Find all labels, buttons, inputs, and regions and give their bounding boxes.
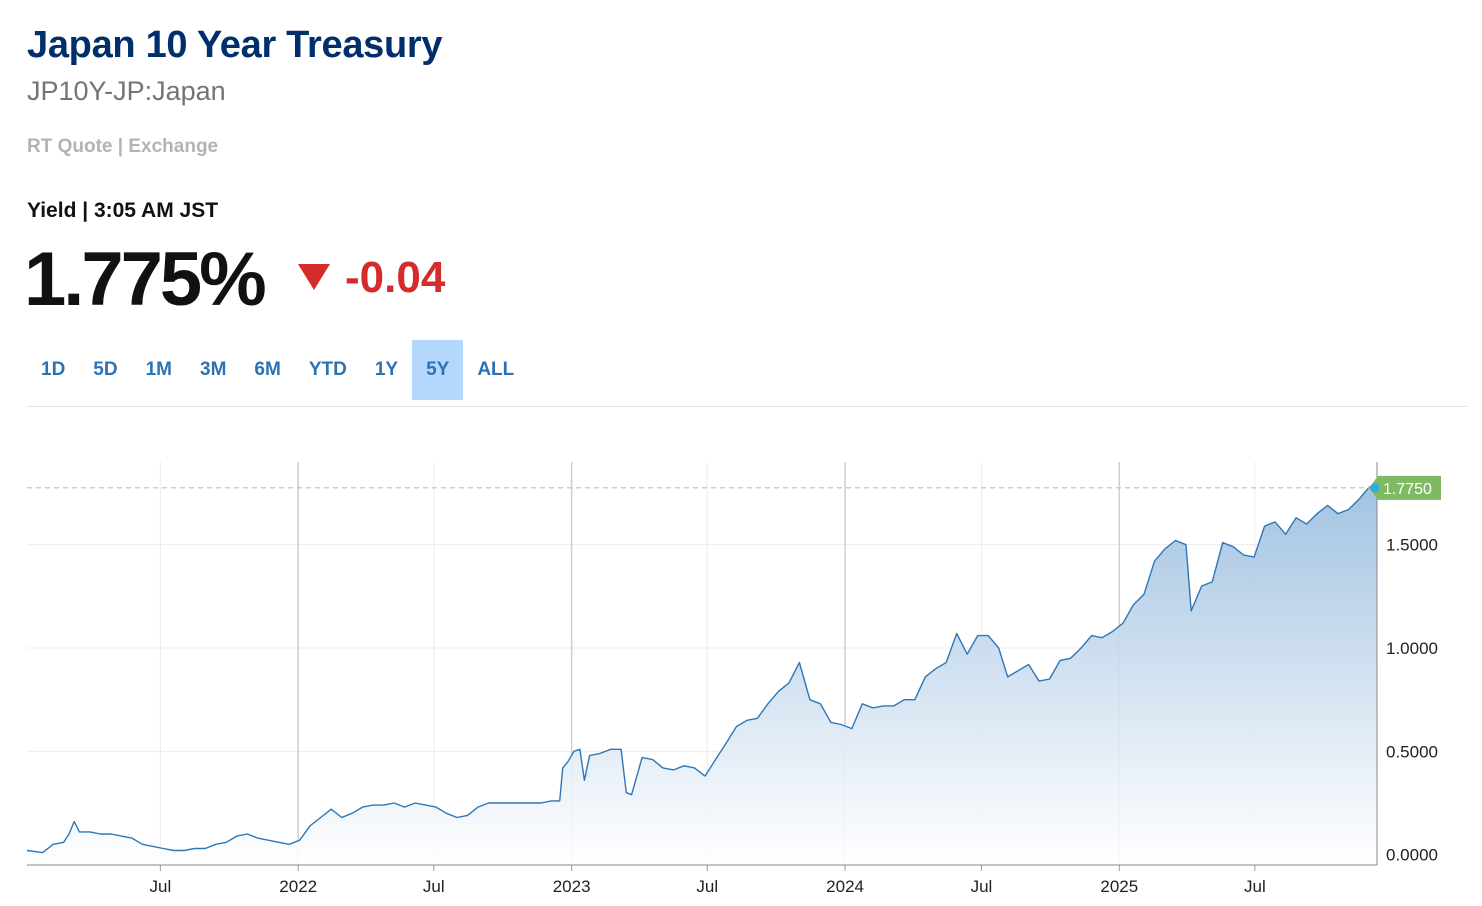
last-value-badge (1369, 475, 1441, 500)
range-button-6m[interactable]: 6M (254, 359, 281, 380)
x-tick-label: Jul (696, 877, 718, 896)
page-title: Japan 10 Year Treasury (27, 24, 443, 66)
range-button-5y[interactable]: 5Y (412, 340, 464, 400)
quote-source: RT Quote | Exchange (27, 136, 219, 157)
last-price: 1.775% (24, 237, 267, 322)
range-selector: 1D 5D 1M 3M 6M YTD 1Y 5Y ALL (27, 340, 528, 400)
series-line (26, 486, 1378, 854)
x-tick-label: 2023 (553, 877, 591, 896)
range-button-all[interactable]: ALL (477, 359, 515, 380)
divider (27, 406, 1467, 407)
range-button-ytd[interactable]: YTD (308, 359, 347, 380)
x-tick-label: 2022 (279, 877, 317, 896)
price-change: -0.04 (345, 253, 446, 302)
range-button-5d[interactable]: 5D (93, 359, 118, 380)
y-tick-label: 1.5000 (1386, 536, 1438, 555)
down-arrow-icon (298, 264, 330, 290)
x-tick-label: Jul (1244, 877, 1266, 896)
range-button-3m[interactable]: 3M (200, 359, 227, 380)
range-button-1d[interactable]: 1D (41, 359, 66, 380)
x-tick-label: Jul (149, 877, 171, 896)
ticker-symbol: JP10Y-JP:Japan (27, 76, 226, 106)
yield-timestamp: Yield | 3:05 AM JST (27, 199, 219, 222)
last-value-dot (1370, 483, 1380, 493)
last-value-label: 1.7750 (1383, 481, 1432, 498)
y-tick-label: 1.0000 (1386, 639, 1438, 658)
series-area (27, 486, 1377, 865)
y-tick-label: 0.0000 (1386, 846, 1438, 865)
x-tick-label: 2024 (826, 877, 864, 896)
x-tick-label: 2025 (1100, 877, 1138, 896)
y-tick-label: 0.5000 (1386, 742, 1438, 761)
range-button-1y[interactable]: 1Y (374, 359, 399, 380)
x-tick-label: Jul (971, 877, 993, 896)
range-button-1m[interactable]: 1M (145, 359, 172, 380)
x-tick-label: Jul (423, 877, 445, 896)
